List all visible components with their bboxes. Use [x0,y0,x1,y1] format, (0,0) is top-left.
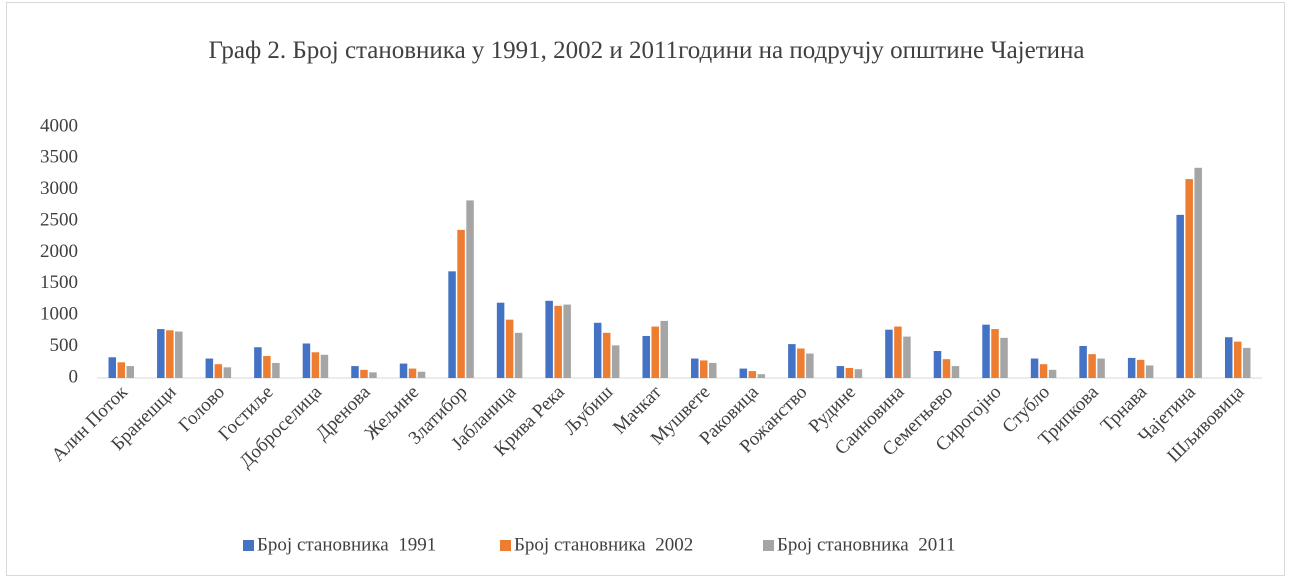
bar [311,352,320,378]
bar [1194,167,1202,378]
bar [611,345,620,378]
bar [691,358,699,378]
bar [117,362,126,378]
bar [845,367,854,378]
bar [514,332,523,378]
bar [254,347,262,378]
bar [982,324,990,378]
bar [205,358,214,378]
bar [1242,347,1251,378]
bar [757,374,766,378]
bar [417,371,426,378]
y-tick-label: 500 [50,335,79,356]
bar [554,305,562,378]
bar [951,366,960,378]
bar [496,302,505,378]
bar [1127,357,1136,378]
bar [739,368,748,378]
bar [223,367,232,378]
legend-label: Број становника 2002 [514,534,693,555]
chart-title: Граф 2. Број становника у 1991, 2002 и 2… [208,37,1085,64]
bar [854,369,863,378]
bar [602,332,611,378]
bar [166,330,174,378]
bar [700,360,708,378]
y-tick-label: 0 [69,366,79,387]
bar [593,322,602,378]
legend-swatch [763,540,774,551]
bar [466,200,474,378]
bar [651,326,659,378]
bar [175,331,183,378]
y-tick-label: 1000 [40,304,78,325]
chart-border [6,2,1285,576]
bar [360,369,368,378]
bar [1233,341,1242,378]
bar [709,362,717,378]
bar [748,371,757,378]
bar [797,348,805,378]
bar [933,351,942,378]
bar [642,335,650,378]
bar [1048,369,1057,378]
bar [1136,359,1145,378]
bar [1000,337,1008,378]
bar [836,366,845,378]
legend-label: Број становника 1991 [257,534,436,555]
bar [1039,364,1048,378]
bar [408,368,417,378]
bar [806,353,814,378]
legend-label: Број становника 2011 [777,534,956,555]
bar [660,320,668,378]
x-tick-label: Љубиш [560,382,618,440]
bar [1097,358,1105,378]
bar [1176,214,1184,378]
bar [1088,354,1096,378]
bar [263,356,271,378]
bar [320,354,329,378]
legend-swatch [500,540,511,551]
bar [1030,358,1039,378]
bar [942,359,951,378]
y-tick-label: 2000 [40,241,78,262]
bar [1145,365,1154,378]
bar [903,336,911,378]
y-tick-label: 4000 [40,115,78,136]
bar [991,329,999,378]
bar [108,357,117,378]
bar [126,366,135,378]
bar [1224,337,1233,378]
bar [369,372,377,378]
y-tick-label: 2500 [40,209,78,230]
legend-swatch [243,540,254,551]
bar [399,363,408,378]
bar [457,229,465,378]
bar [157,329,165,378]
bar [545,300,553,378]
bar [788,344,796,378]
y-tick-label: 1500 [40,272,78,293]
bar [302,343,311,378]
bar [1185,179,1193,378]
y-tick-label: 3500 [40,147,78,168]
bar [894,326,902,378]
bar [448,271,456,378]
bar [1079,345,1087,378]
bar [885,329,893,378]
bar [214,364,223,378]
y-tick-label: 3000 [40,178,78,199]
bar [272,362,280,378]
bar [505,319,514,378]
bar [351,366,359,378]
bar [563,304,571,378]
